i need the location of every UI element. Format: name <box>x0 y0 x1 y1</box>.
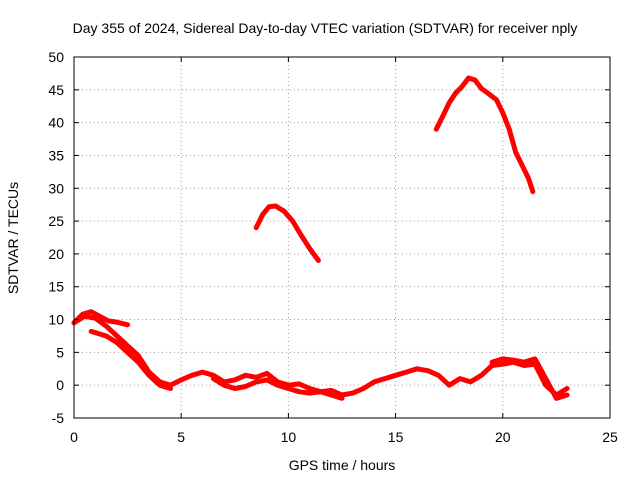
x-tick-label: 20 <box>495 429 511 445</box>
y-tick-label: 15 <box>48 279 64 295</box>
y-tick-label: 25 <box>48 213 64 229</box>
plot-frame <box>73 56 611 419</box>
y-tick-label: 45 <box>48 82 64 98</box>
y-tick-label: 35 <box>48 147 64 163</box>
x-tick-label: 10 <box>281 429 297 445</box>
ticks <box>73 56 611 419</box>
y-tick-label: 0 <box>56 377 64 393</box>
series-line-track-5 <box>489 356 570 401</box>
y-tick-label: 20 <box>48 246 64 262</box>
series-line-track-7 <box>433 75 536 195</box>
series-line-track-3 <box>88 328 173 391</box>
y-tick-label: 10 <box>48 312 64 328</box>
y-tick-label: -5 <box>52 410 65 426</box>
chart-title: Day 355 of 2024, Sidereal Day-to-day VTE… <box>73 20 578 36</box>
y-tick-label: 50 <box>48 49 64 65</box>
grid <box>74 57 610 418</box>
x-axis-label: GPS time / hours <box>289 457 396 473</box>
y-tick-labels: -5 0 5 10 15 20 25 30 35 40 45 50 <box>48 49 64 426</box>
series-line-track-6 <box>253 203 321 263</box>
y-tick-label: 30 <box>48 180 64 196</box>
x-tick-label: 15 <box>388 429 404 445</box>
series-layer <box>71 75 570 401</box>
series-line-track-1 <box>71 309 131 328</box>
y-tick-label: 40 <box>48 115 64 131</box>
x-tick-labels: 0 5 10 15 20 25 <box>70 429 618 445</box>
series-line-track-4 <box>210 376 345 401</box>
series-line-track-2 <box>71 313 570 398</box>
x-tick-label: 5 <box>177 429 185 445</box>
x-tick-label: 25 <box>602 429 618 445</box>
y-tick-label: 5 <box>56 344 64 360</box>
x-tick-label: 0 <box>70 429 78 445</box>
y-axis-label: SDTVAR / TECUs <box>5 182 21 294</box>
